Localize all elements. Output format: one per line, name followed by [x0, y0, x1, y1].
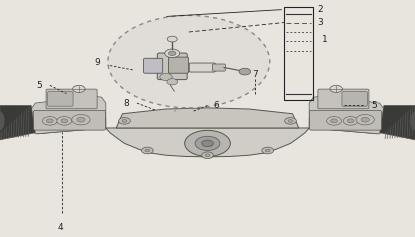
- FancyBboxPatch shape: [342, 92, 367, 106]
- Circle shape: [77, 117, 85, 122]
- Polygon shape: [309, 96, 384, 134]
- Text: 1: 1: [322, 35, 327, 44]
- Polygon shape: [116, 108, 299, 128]
- FancyBboxPatch shape: [34, 110, 105, 130]
- Polygon shape: [384, 110, 415, 124]
- FancyBboxPatch shape: [310, 110, 381, 130]
- Text: 9: 9: [95, 58, 100, 67]
- Circle shape: [122, 119, 127, 122]
- FancyBboxPatch shape: [157, 53, 187, 80]
- Polygon shape: [380, 105, 415, 140]
- FancyBboxPatch shape: [318, 89, 369, 109]
- Circle shape: [285, 118, 296, 124]
- Circle shape: [262, 147, 273, 154]
- Circle shape: [327, 117, 342, 125]
- FancyBboxPatch shape: [189, 63, 215, 72]
- Text: 5: 5: [371, 101, 377, 110]
- Text: 8: 8: [124, 99, 129, 108]
- Ellipse shape: [0, 112, 4, 130]
- Text: 3: 3: [317, 18, 323, 27]
- Text: 4: 4: [57, 223, 63, 232]
- Polygon shape: [37, 118, 106, 134]
- Circle shape: [239, 68, 251, 75]
- Circle shape: [331, 119, 337, 123]
- Text: 6: 6: [213, 101, 219, 110]
- Circle shape: [108, 15, 270, 108]
- Circle shape: [119, 118, 130, 124]
- Circle shape: [347, 119, 354, 123]
- FancyBboxPatch shape: [144, 58, 163, 73]
- Polygon shape: [309, 118, 378, 134]
- Circle shape: [265, 149, 270, 152]
- Circle shape: [202, 140, 213, 147]
- Circle shape: [361, 117, 369, 122]
- Circle shape: [142, 147, 153, 154]
- Circle shape: [160, 73, 172, 81]
- Circle shape: [205, 154, 210, 157]
- FancyBboxPatch shape: [168, 57, 188, 73]
- Polygon shape: [0, 110, 31, 124]
- Circle shape: [330, 85, 342, 92]
- FancyBboxPatch shape: [46, 89, 97, 109]
- Circle shape: [57, 117, 72, 125]
- Circle shape: [185, 130, 230, 156]
- Circle shape: [42, 117, 57, 125]
- Circle shape: [61, 119, 68, 123]
- FancyBboxPatch shape: [212, 64, 225, 71]
- Circle shape: [195, 136, 220, 150]
- Polygon shape: [106, 128, 309, 157]
- Polygon shape: [31, 96, 106, 134]
- Circle shape: [168, 51, 176, 55]
- Circle shape: [73, 85, 85, 92]
- Polygon shape: [0, 105, 35, 140]
- Circle shape: [165, 49, 180, 58]
- Circle shape: [167, 36, 177, 42]
- FancyBboxPatch shape: [48, 92, 73, 106]
- Circle shape: [356, 114, 374, 125]
- Circle shape: [202, 152, 213, 159]
- Text: 7: 7: [252, 70, 258, 79]
- Text: 5: 5: [37, 81, 42, 90]
- Circle shape: [46, 119, 53, 123]
- Circle shape: [288, 119, 293, 122]
- Circle shape: [72, 114, 90, 125]
- Text: 2: 2: [317, 5, 323, 14]
- Circle shape: [343, 117, 358, 125]
- Circle shape: [145, 149, 150, 152]
- Circle shape: [167, 79, 178, 85]
- Ellipse shape: [411, 112, 415, 130]
